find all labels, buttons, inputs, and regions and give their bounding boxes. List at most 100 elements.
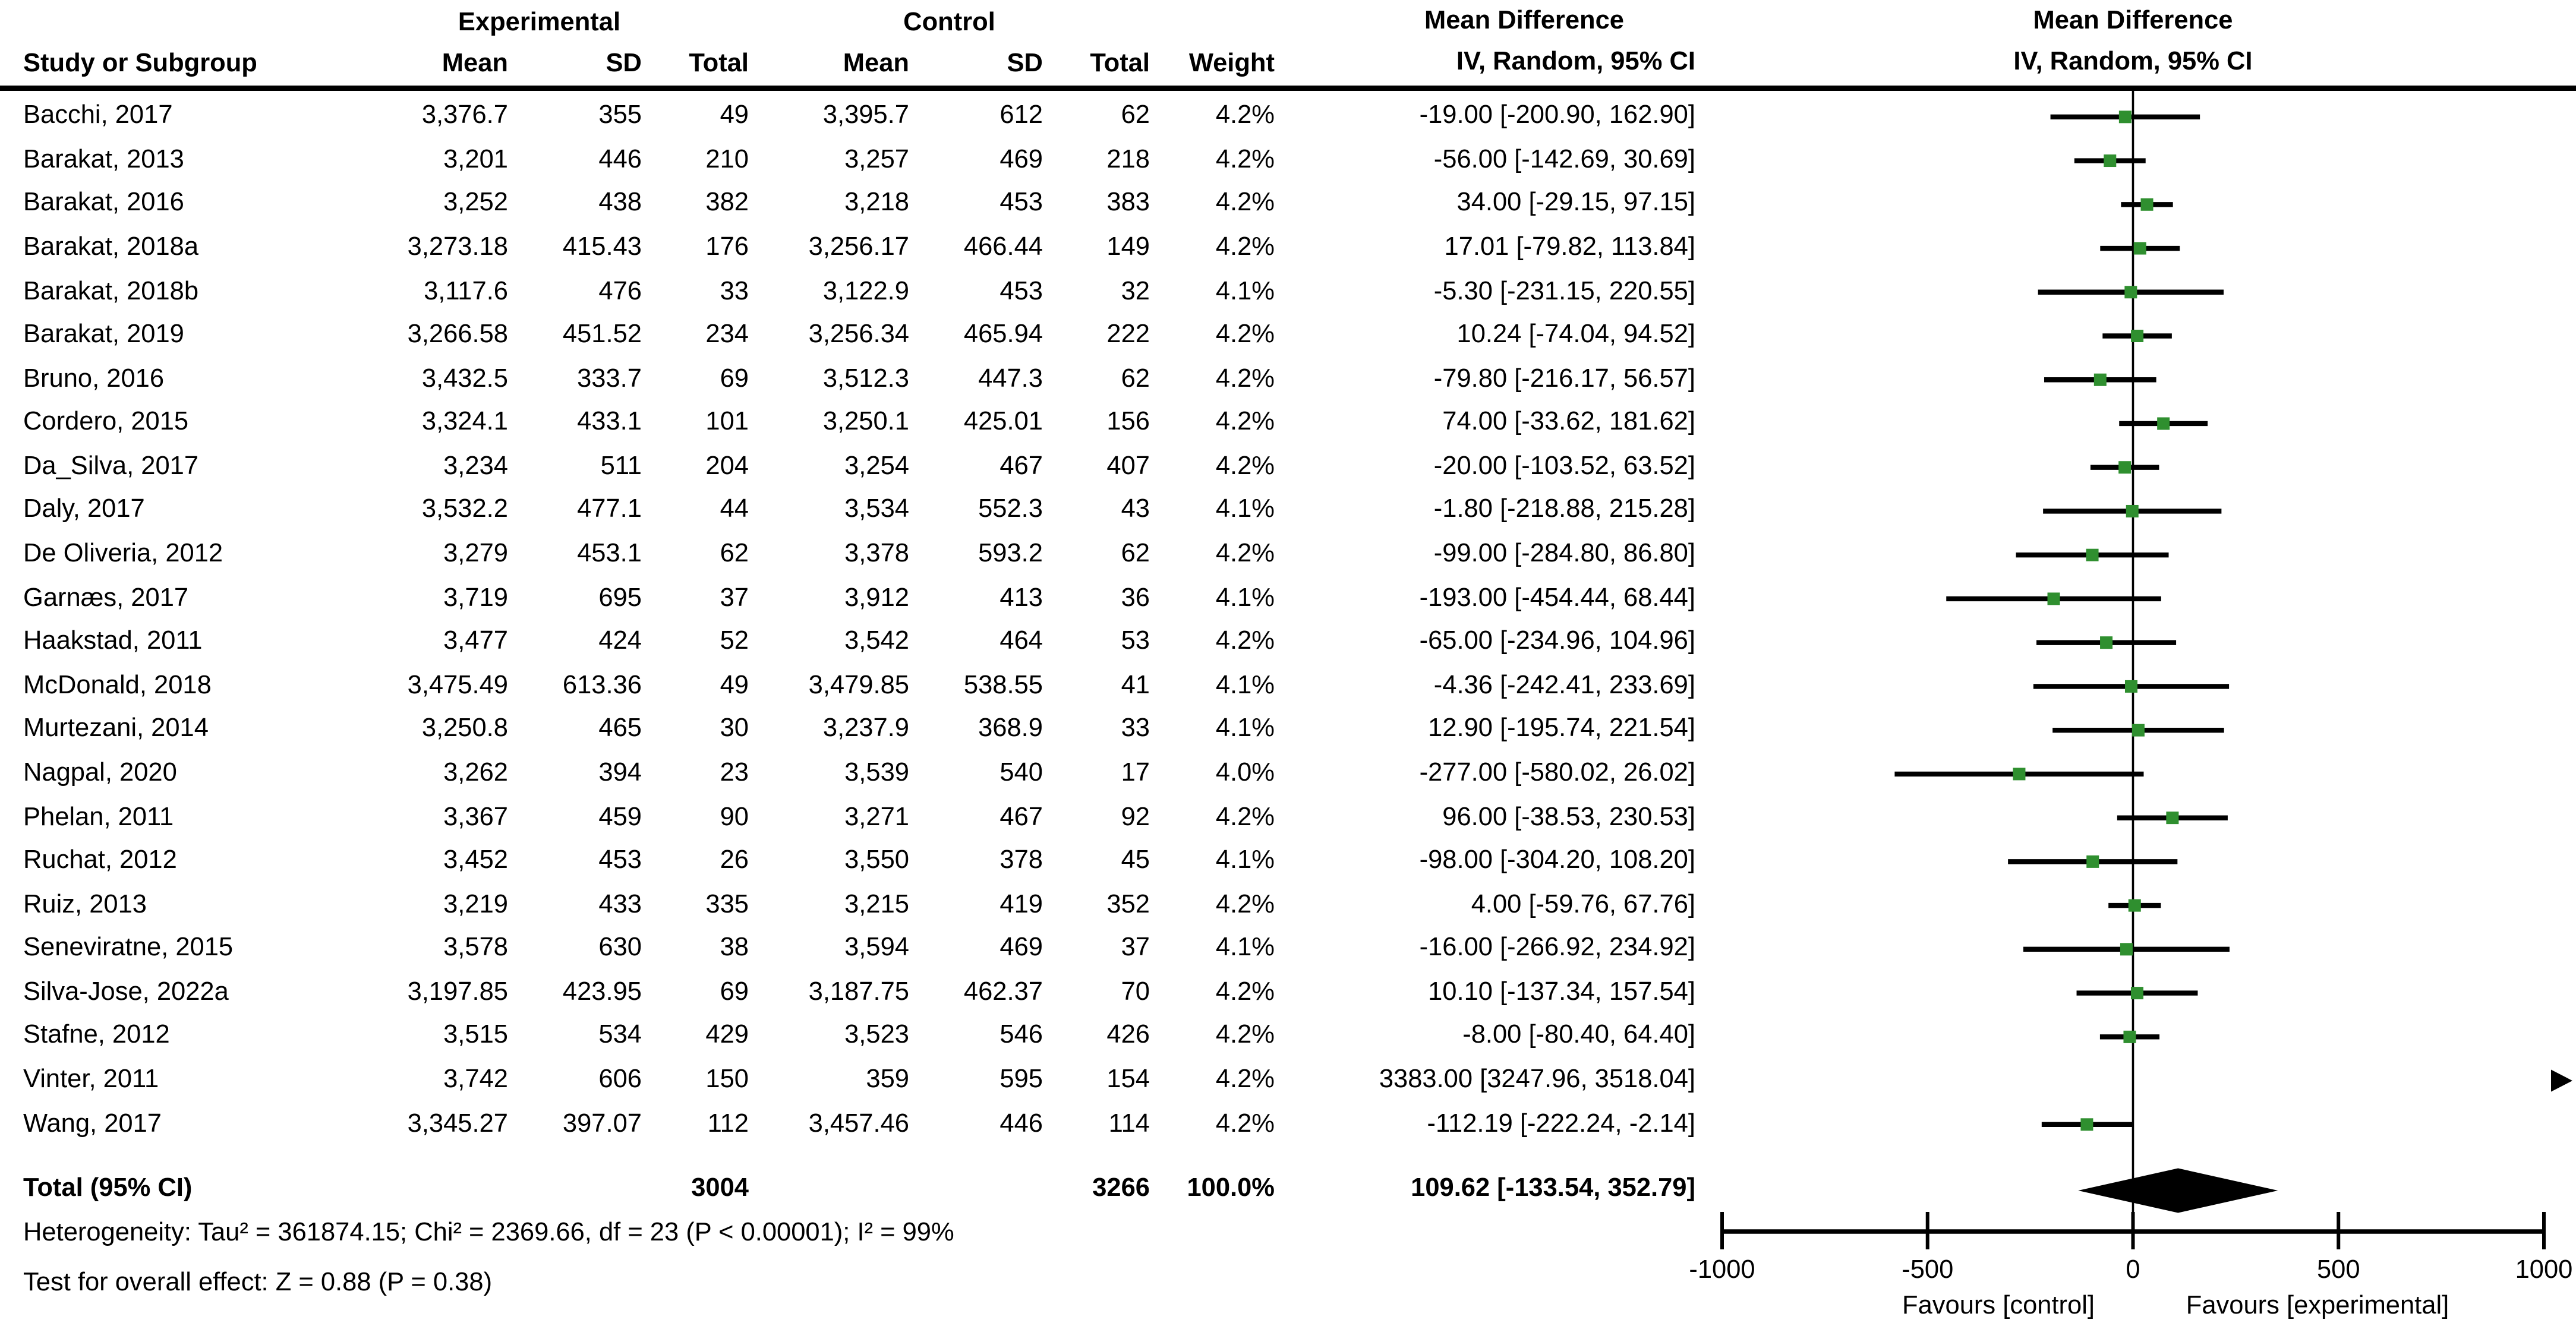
exp-total: 26: [720, 847, 749, 876]
study-name: Barakat, 2019: [23, 321, 184, 350]
exp-total: 69: [720, 978, 749, 1007]
study-weight: 4.1%: [1215, 496, 1275, 525]
ctl-sd: 419: [999, 891, 1043, 920]
exp-mean: 3,452: [443, 847, 508, 876]
ctl-sd: 469: [999, 146, 1043, 175]
header-group-row: Experimental Control: [0, 4, 1695, 41]
total-row: Total (95% CI) 3004 3266 100.0% 109.62 […: [0, 1167, 1695, 1210]
ctl-total: 41: [1121, 671, 1150, 700]
plot-header-method: IV, Random, 95% CI: [2013, 48, 2253, 77]
ctl-total: 114: [1108, 1109, 1150, 1138]
control-group-header: Control: [903, 8, 995, 37]
exp-total: 382: [705, 190, 749, 219]
ctl-total: 70: [1121, 978, 1150, 1007]
exp-mean-column-header: Mean: [442, 49, 508, 78]
study-weight: 4.2%: [1215, 1066, 1275, 1094]
header-divider: [0, 86, 2576, 91]
study-effect-marker: [2086, 548, 2099, 561]
exp-mean: 3,578: [443, 934, 508, 963]
exp-sd: 613.36: [562, 671, 642, 700]
ctl-sd: 368.9: [978, 715, 1043, 744]
axis-tick-label: -1000: [1689, 1255, 1755, 1284]
exp-total: 69: [720, 365, 749, 394]
study-name: Garnæs, 2017: [23, 583, 189, 613]
total-exp-n: 3004: [691, 1175, 749, 1203]
study-row: Phelan, 2011 3,367 459 90 3,271 467 92 4.2% 96.0…: [0, 795, 1695, 839]
study-weight: 4.1%: [1215, 847, 1275, 876]
study-effect-marker: [2100, 636, 2113, 649]
ctl-total: 45: [1121, 847, 1150, 876]
study-row: Barakat, 2018b 3,117.6 476 33 3,122.9 453 32 4.…: [0, 270, 1695, 314]
overall-effect-test: Test for overall effect: Z = 0.88 (P = 0…: [23, 1269, 493, 1297]
ctl-mean: 359: [866, 1066, 909, 1094]
ctl-sd: 538.55: [963, 671, 1043, 700]
study-effect-marker: [2080, 1118, 2093, 1131]
study-row: Ruchat, 2012 3,452 453 26 3,550 378 45 4.1% -98.…: [0, 839, 1695, 883]
ctl-mean: 3,237.9: [822, 715, 909, 744]
study-row: Barakat, 2018a 3,273.18 415.43 176 3,256.17 4…: [0, 226, 1695, 270]
ctl-mean: 3,479.85: [808, 671, 909, 700]
study-ci-text: -112.19 [-222.24, -2.14]: [1427, 1109, 1695, 1138]
ctl-sd: 469: [999, 934, 1043, 963]
experimental-group-header: Experimental: [458, 8, 621, 37]
exp-mean: 3,432.5: [421, 365, 508, 394]
ctl-sd-column-header: SD: [1007, 49, 1043, 78]
exp-total: 101: [705, 408, 749, 437]
ctl-sd: 595: [999, 1066, 1043, 1094]
study-name: Bruno, 2016: [23, 365, 165, 394]
study-name: Haakstad, 2011: [23, 627, 203, 656]
total-label: Total (95% CI): [23, 1175, 193, 1203]
offscale-arrow-right-icon: [2551, 1069, 2572, 1092]
ctl-sd: 593.2: [978, 540, 1043, 569]
ctl-sd: 446: [999, 1109, 1043, 1138]
study-effect-marker: [2130, 987, 2143, 1000]
study-effect-marker: [2166, 812, 2179, 825]
ctl-total: 92: [1121, 803, 1150, 832]
exp-sd: 394: [598, 759, 642, 788]
study-effect-marker: [2118, 110, 2132, 124]
exp-mean: 3,367: [443, 803, 508, 832]
ctl-sd: 540: [999, 759, 1043, 788]
exp-total: 210: [705, 146, 749, 175]
study-ci-text: -277.00 [-580.02, 26.02]: [1419, 759, 1695, 788]
exp-total: 23: [720, 759, 749, 788]
ctl-mean: 3,257: [844, 146, 909, 175]
ctl-mean: 3,378: [844, 540, 909, 569]
ctl-mean: 3,534: [844, 496, 909, 525]
study-weight: 4.2%: [1215, 102, 1275, 131]
exp-total-column-header: Total: [689, 49, 749, 78]
exp-sd: 606: [598, 1066, 642, 1094]
study-row: Haakstad, 2011 3,477 424 52 3,542 464 53 4.2% -6…: [0, 620, 1695, 664]
exp-mean: 3,219: [443, 891, 508, 920]
study-weight: 4.2%: [1215, 891, 1275, 920]
study-ci-text: 96.00 [-38.53, 230.53]: [1442, 803, 1695, 832]
ctl-mean-column-header: Mean: [843, 49, 909, 78]
study-name: Bacchi, 2017: [23, 102, 173, 131]
ctl-total: 218: [1106, 146, 1150, 175]
study-name: Cordero, 2015: [23, 408, 189, 437]
total-ctl-n: 3266: [1092, 1175, 1150, 1203]
study-weight: 4.0%: [1215, 759, 1275, 788]
axis-tick-label: 0: [2126, 1255, 2140, 1284]
study-weight: 4.2%: [1215, 978, 1275, 1007]
study-ci-text: 34.00 [-29.15, 97.15]: [1456, 190, 1695, 219]
ctl-mean: 3,512.3: [822, 365, 909, 394]
study-ci-text: 74.00 [-33.62, 181.62]: [1442, 408, 1695, 437]
study-ci-text: -65.00 [-234.96, 104.96]: [1419, 627, 1695, 656]
ctl-total: 352: [1106, 891, 1150, 920]
ctl-mean: 3,254: [844, 452, 909, 481]
ctl-sd: 552.3: [978, 496, 1043, 525]
study-weight: 4.1%: [1215, 671, 1275, 700]
study-weight: 4.2%: [1215, 233, 1275, 263]
ctl-mean: 3,542: [844, 627, 909, 656]
weight-column-header: Weight: [1188, 49, 1275, 78]
study-weight: 4.2%: [1215, 627, 1275, 656]
exp-sd: 453: [598, 847, 642, 876]
heterogeneity-stats: Heterogeneity: Tau² = 361874.15; Chi² = …: [23, 1219, 954, 1248]
study-ci-text: 10.10 [-137.34, 157.54]: [1428, 978, 1695, 1007]
study-ci-text: 17.01 [-79.82, 113.84]: [1444, 233, 1695, 263]
ctl-mean: 3,122.9: [822, 277, 909, 306]
ctl-mean: 3,594: [844, 934, 909, 963]
ctl-total: 36: [1121, 583, 1150, 613]
study-effect-marker: [2086, 855, 2099, 868]
